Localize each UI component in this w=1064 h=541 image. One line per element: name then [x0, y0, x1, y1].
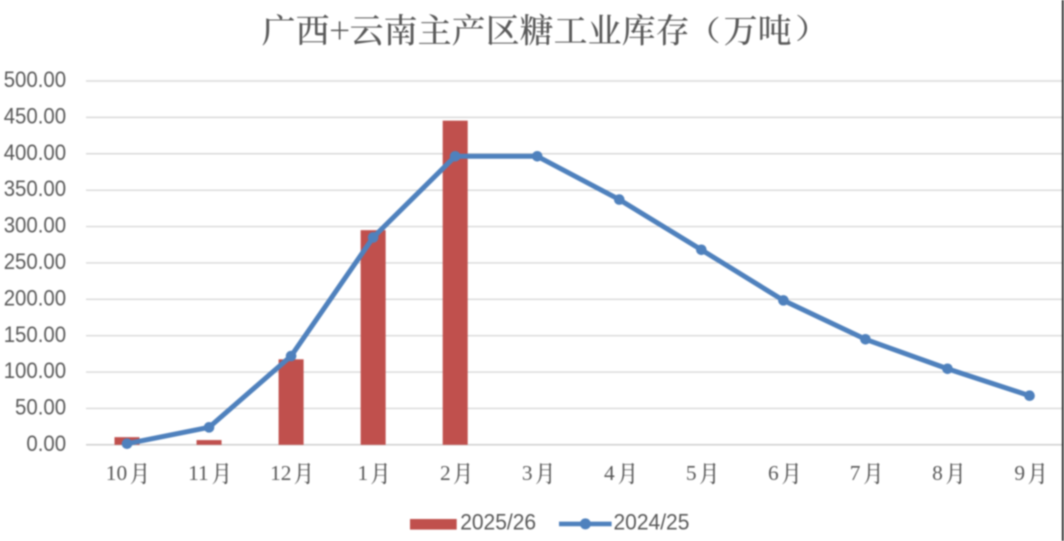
- svg-text:250.00: 250.00: [4, 249, 66, 274]
- svg-text:9: 9: [1014, 461, 1025, 485]
- svg-text:400.00: 400.00: [4, 140, 66, 165]
- svg-text:450.00: 450.00: [4, 104, 66, 129]
- svg-text:4: 4: [604, 461, 615, 485]
- svg-text:2: 2: [440, 461, 451, 485]
- svg-text:7: 7: [850, 461, 861, 485]
- svg-text:6: 6: [768, 461, 779, 485]
- svg-text:50.00: 50.00: [15, 395, 66, 420]
- svg-text:3: 3: [522, 461, 533, 485]
- svg-text:2024/25: 2024/25: [614, 509, 690, 535]
- svg-text:350.00: 350.00: [4, 176, 66, 201]
- svg-text:11: 11: [188, 461, 209, 485]
- svg-text:300.00: 300.00: [4, 213, 66, 238]
- svg-text:150.00: 150.00: [4, 322, 66, 347]
- svg-text:12: 12: [270, 461, 291, 485]
- svg-text:10: 10: [106, 461, 127, 485]
- svg-text:0.00: 0.00: [26, 431, 66, 456]
- svg-text:200.00: 200.00: [4, 285, 66, 310]
- svg-text:8: 8: [932, 461, 943, 485]
- svg-text:1: 1: [358, 461, 369, 485]
- svg-text:500.00: 500.00: [4, 67, 66, 92]
- svg-text:2025/26: 2025/26: [460, 509, 536, 535]
- svg-text:100.00: 100.00: [4, 358, 66, 383]
- svg-text:5: 5: [686, 461, 697, 485]
